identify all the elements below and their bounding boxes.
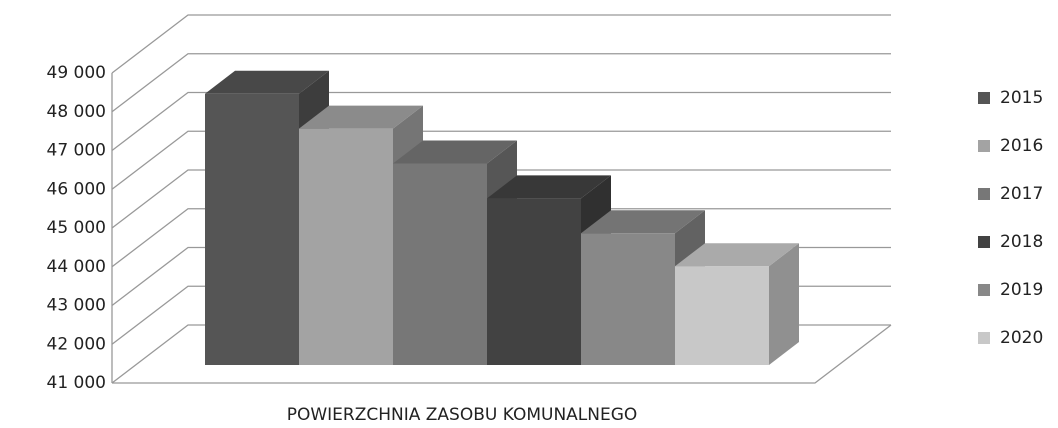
bar <box>675 266 769 365</box>
y-tick-label: 47 000 <box>47 141 106 161</box>
legend-label: 2017 <box>1000 184 1043 204</box>
legend-label: 2020 <box>1000 328 1043 348</box>
legend-label: 2015 <box>1000 88 1043 108</box>
bar-side <box>769 243 799 365</box>
legend-label: 2018 <box>1000 232 1043 252</box>
bar <box>581 233 675 365</box>
bar-top <box>393 140 517 164</box>
grid-line <box>111 208 891 268</box>
legend-swatch <box>978 332 990 344</box>
bar <box>487 198 581 365</box>
y-tick-label: 41 000 <box>47 373 106 393</box>
legend-swatch <box>978 140 990 152</box>
grid-line <box>111 14 891 74</box>
grid-line <box>111 53 891 113</box>
legend-swatch <box>978 188 990 200</box>
bar-top <box>581 210 705 234</box>
bar <box>205 93 299 365</box>
grid-line <box>111 169 891 229</box>
bar-top <box>205 70 329 94</box>
y-tick-label: 48 000 <box>47 102 106 122</box>
grid-line <box>111 91 891 152</box>
x-tick-label: POWIERZCHNIA ZASOBU KOMUNALNEGO <box>287 405 638 425</box>
floor-edge <box>112 324 892 384</box>
y-tick-label: 49 000 <box>47 63 106 83</box>
legend-label: 2019 <box>1000 280 1043 300</box>
legend-swatch <box>978 284 990 296</box>
grid-line <box>111 130 891 190</box>
y-tick-label: 45 000 <box>47 218 106 238</box>
y-tick-label: 46 000 <box>47 179 106 199</box>
legend-label: 2016 <box>1000 136 1043 156</box>
y-tick-label: 44 000 <box>47 257 106 277</box>
bar-top <box>487 175 611 199</box>
y-tick-label: 43 000 <box>47 296 106 316</box>
bar-top <box>675 243 799 267</box>
bar-top <box>299 105 423 129</box>
legend-swatch <box>978 236 990 248</box>
bar <box>393 163 487 365</box>
legend-swatch <box>978 92 990 104</box>
y-tick-label: 42 000 <box>47 334 106 354</box>
bar <box>299 128 393 365</box>
